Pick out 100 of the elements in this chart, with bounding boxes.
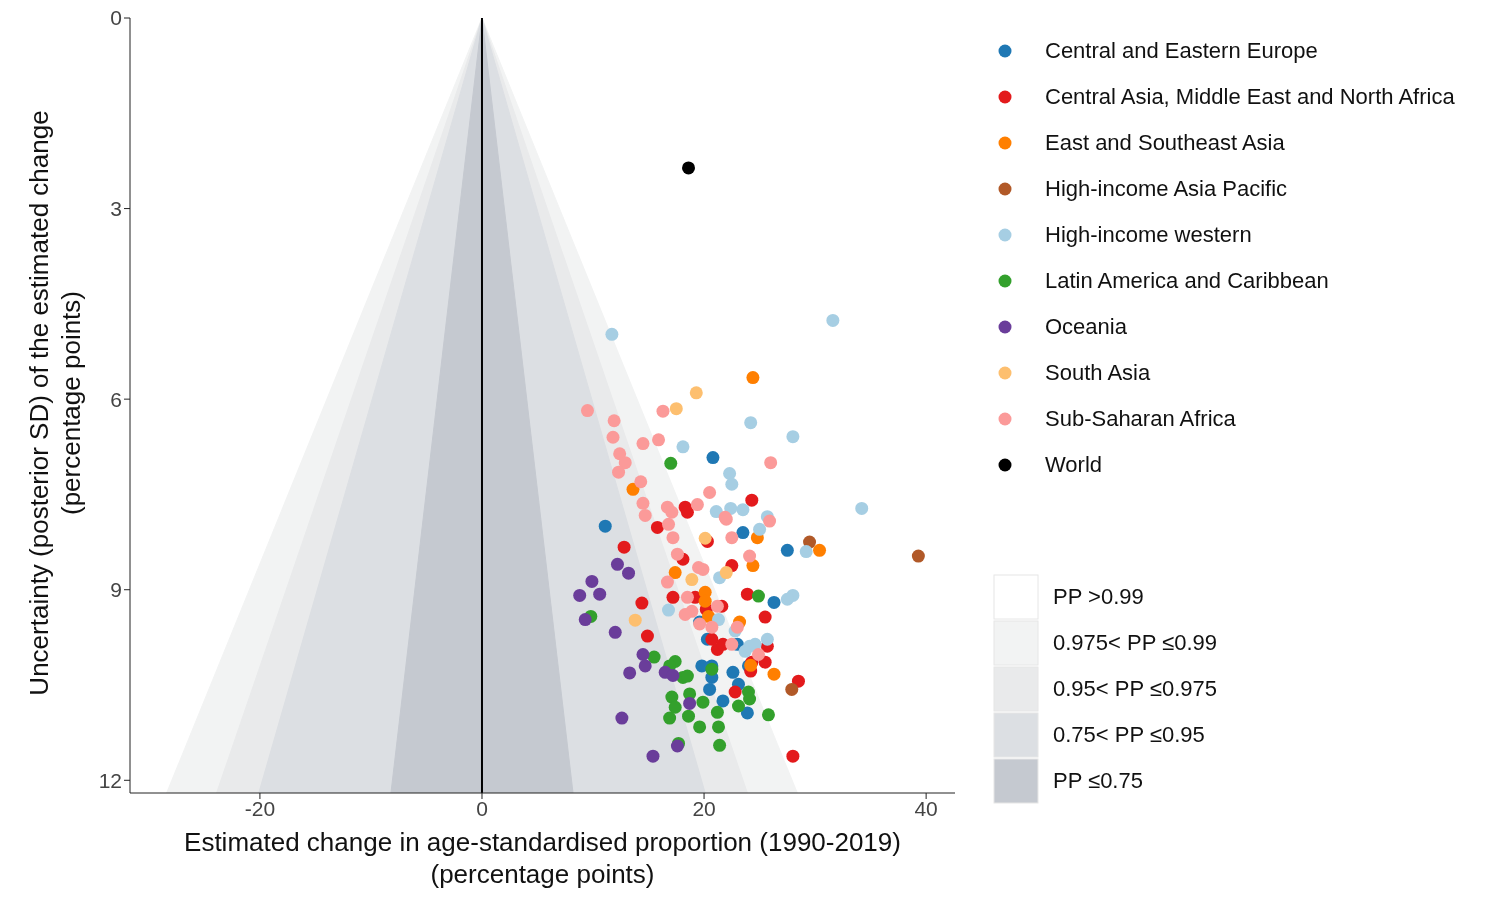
point — [656, 404, 670, 418]
point — [623, 666, 637, 680]
point — [743, 549, 757, 563]
point — [706, 451, 720, 465]
point — [799, 545, 813, 559]
point — [640, 629, 654, 643]
point — [745, 493, 759, 507]
x-axis-title: Estimated change in age-standardised proportion (1990-2019) (percentage points) — [183, 826, 902, 890]
point — [705, 620, 719, 634]
point — [608, 625, 622, 639]
point — [666, 590, 680, 604]
legend-label: Central Asia, Middle East and North Africa — [1045, 84, 1455, 110]
point — [725, 531, 739, 545]
x-tick-label: 20 — [692, 796, 716, 820]
legend-label: PP ≤0.75 — [1053, 768, 1143, 794]
point — [607, 414, 621, 428]
point — [669, 402, 683, 416]
x-tick-label: 40 — [914, 796, 938, 820]
x-tick-label: 0 — [476, 796, 488, 820]
point — [665, 505, 679, 519]
point — [678, 608, 692, 621]
point — [751, 589, 765, 603]
y-tick-label: 12 — [98, 768, 122, 792]
point — [725, 477, 739, 491]
point — [758, 610, 772, 624]
point — [690, 498, 704, 512]
point — [746, 371, 760, 385]
point — [682, 709, 696, 723]
legend-label: High-income western — [1045, 222, 1252, 248]
point — [725, 637, 739, 651]
point — [719, 566, 733, 580]
y-axis-title: Uncertainty (posterior SD) of the estimated change (percentage points) — [23, 109, 87, 698]
point — [634, 475, 648, 489]
point — [826, 313, 840, 327]
point — [716, 694, 730, 708]
point — [670, 547, 684, 561]
point — [726, 665, 740, 679]
point — [636, 648, 650, 662]
point — [685, 573, 699, 587]
point — [680, 669, 694, 683]
point — [711, 720, 725, 734]
point — [693, 720, 707, 734]
point — [676, 440, 690, 454]
point — [647, 650, 661, 664]
point — [780, 592, 794, 606]
point — [666, 668, 680, 682]
point — [617, 540, 631, 554]
point — [622, 566, 636, 580]
point — [740, 587, 754, 601]
point — [767, 595, 781, 609]
legend-label: PP >0.99 — [1053, 584, 1144, 610]
point — [652, 433, 666, 447]
legend-label: 0.75< PP ≤0.95 — [1053, 722, 1205, 748]
point — [786, 749, 800, 763]
point — [753, 522, 767, 536]
point — [638, 659, 652, 673]
point — [855, 501, 869, 515]
legend-label: East and Southeast Asia — [1045, 130, 1285, 156]
point — [668, 700, 682, 714]
legend-label: Sub-Saharan Africa — [1045, 406, 1236, 432]
point — [664, 456, 678, 470]
point — [580, 404, 594, 418]
point — [723, 466, 737, 480]
point — [731, 699, 745, 713]
point — [680, 590, 694, 604]
point — [736, 503, 750, 517]
point — [689, 386, 703, 400]
point — [636, 496, 650, 510]
point — [668, 566, 682, 580]
legend-label: Latin America and Caribbean — [1045, 268, 1329, 294]
point — [612, 465, 626, 479]
point — [696, 562, 710, 576]
point — [606, 430, 620, 444]
point — [813, 543, 827, 557]
point — [610, 557, 624, 571]
point — [698, 594, 712, 608]
point — [761, 708, 775, 722]
point — [767, 667, 781, 681]
legend-label: Oceania — [1045, 314, 1127, 340]
point — [578, 613, 592, 627]
point — [573, 588, 587, 602]
y-tick-label: 0 — [110, 6, 122, 30]
point — [660, 575, 674, 589]
point — [710, 599, 724, 613]
point — [744, 416, 758, 430]
legend-label: Central and Eastern Europe — [1045, 38, 1318, 64]
point — [646, 749, 660, 763]
point — [710, 705, 724, 719]
point — [703, 682, 717, 696]
point — [764, 456, 778, 470]
point — [743, 692, 757, 706]
x-tick-label: -20 — [244, 796, 276, 820]
point — [728, 685, 742, 699]
point — [638, 508, 652, 522]
point — [751, 648, 765, 662]
point — [780, 543, 794, 557]
point — [786, 430, 800, 444]
point — [626, 482, 640, 496]
legend-label: World — [1045, 452, 1103, 478]
point — [593, 587, 607, 601]
